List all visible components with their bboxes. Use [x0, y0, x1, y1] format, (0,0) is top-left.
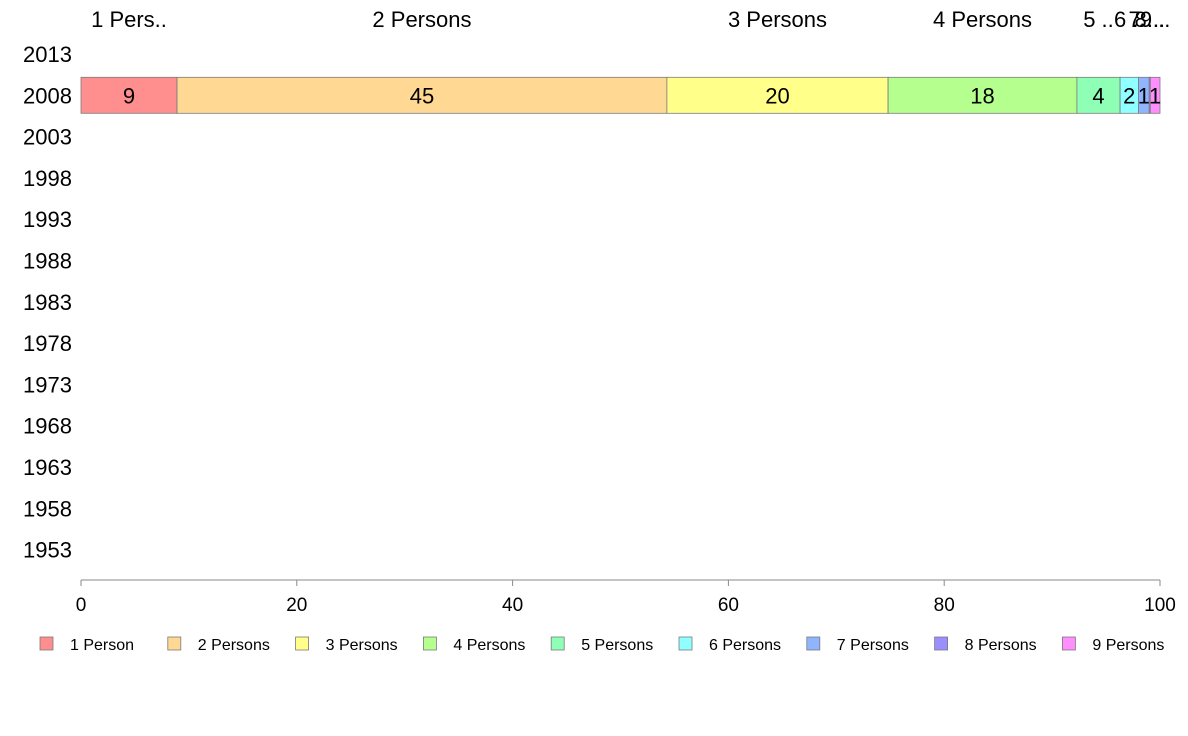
legend-swatch-6-persons — [678, 636, 693, 651]
data-label-2008-7-persons: 1 — [1138, 83, 1150, 108]
bar-2008-2-persons — [176, 76, 668, 114]
y-tick-label-1953: 1953 — [23, 538, 72, 563]
legend-label-5-persons: 5 Persons — [581, 637, 653, 654]
y-tick-label-2003: 2003 — [23, 125, 72, 150]
y-tick-label-2013: 2013 — [23, 42, 72, 67]
bar-2008-4-persons — [887, 76, 1078, 114]
top-label-8-persons: 8 .. — [1134, 7, 1165, 32]
top-label-5-persons: 5 .. — [1083, 7, 1114, 32]
x-tick-label-60: 60 — [718, 595, 739, 616]
legend-label-2-persons: 2 Persons — [198, 637, 270, 654]
x-tick-label-20: 20 — [286, 595, 307, 616]
y-tick-label-1968: 1968 — [23, 414, 72, 439]
top-label-6-persons: 6 .. — [1114, 7, 1145, 32]
data-label-2008-9-persons: 1 — [1149, 83, 1161, 108]
data-label-2008-5-persons: 4 — [1092, 83, 1104, 108]
x-axis: 0 20 40 60 80 100 — [76, 579, 1176, 616]
y-axis-labels: 2013 2008 2003 1998 1993 1988 1983 1978 1973 1968… — [23, 42, 72, 563]
legend-swatch-9-persons — [1062, 636, 1076, 651]
data-label-2008-4-persons: 18 — [970, 83, 994, 108]
legend-label-6-persons: 6 Persons — [709, 637, 781, 654]
legend-label-8-persons: 8 Persons — [965, 637, 1037, 654]
y-tick-label-1978: 1978 — [23, 331, 72, 356]
legend-label-7-persons: 7 Persons — [837, 637, 909, 654]
legend-label-9-persons: 9 Persons — [1092, 637, 1164, 654]
data-label-2008-1-person: 9 — [123, 83, 135, 108]
top-label-4-persons: 4 Persons — [933, 7, 1032, 32]
y-tick-label-1988: 1988 — [23, 249, 72, 274]
y-tick-label-1973: 1973 — [23, 372, 72, 397]
legend-label-1-person: 1 Person — [70, 637, 134, 654]
data-label-2008-3-persons: 20 — [765, 83, 789, 108]
legend: 1 Person 2 Persons 3 Persons 4 Persons 5 Per… — [39, 636, 1164, 654]
y-tick-label-2008: 2008 — [23, 83, 72, 108]
legend-swatch-5-persons — [550, 636, 565, 651]
bar-2008-9-persons — [1149, 76, 1161, 114]
y-tick-label-1963: 1963 — [23, 455, 72, 480]
legend-swatch-3-persons — [295, 636, 310, 651]
legend-label-3-persons: 3 Persons — [326, 637, 398, 654]
legend-swatch-2-persons — [167, 636, 182, 651]
x-tick-label-100: 100 — [1144, 595, 1176, 616]
top-label-1-person: 1 Pers.. — [91, 7, 167, 32]
legend-swatch-1-person — [39, 636, 54, 651]
top-label-9-persons: 9 .. — [1140, 7, 1171, 32]
bar-segments: 9 45 20 18 4 2 1 1 — [80, 76, 1161, 114]
y-tick-label-1983: 1983 — [23, 290, 72, 315]
legend-label-4-persons: 4 Persons — [453, 637, 525, 654]
x-tick-label-40: 40 — [502, 595, 523, 616]
bar-2008-5-persons — [1076, 76, 1121, 114]
y-tick-label-1958: 1958 — [23, 496, 72, 521]
data-label-2008-6-persons: 2 — [1123, 83, 1135, 108]
legend-swatch-7-persons — [806, 636, 821, 651]
x-tick-label-80: 80 — [934, 595, 955, 616]
top-label-2-persons: 2 Persons — [372, 7, 471, 32]
legend-swatch-8-persons — [934, 636, 948, 651]
bar-2008-3-persons — [666, 76, 889, 114]
y-tick-label-1993: 1993 — [23, 207, 72, 232]
top-label-7-persons: 7 .. — [1129, 7, 1160, 32]
top-category-labels: 1 Pers.. 2 Persons 3 Persons 4 Persons 5 .. 6… — [91, 7, 1170, 32]
data-label-2008-2-persons: 45 — [410, 83, 434, 108]
top-label-3-persons: 3 Persons — [728, 7, 827, 32]
y-tick-label-1998: 1998 — [23, 166, 72, 191]
legend-swatch-4-persons — [422, 636, 437, 651]
x-tick-label-0: 0 — [76, 595, 87, 616]
